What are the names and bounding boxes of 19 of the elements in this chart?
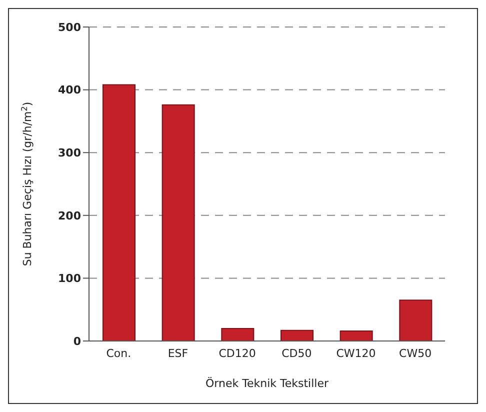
x-tick-label: CD50	[282, 346, 312, 360]
bar	[399, 300, 432, 341]
x-tick-label: CW50	[399, 346, 432, 360]
y-tick-label: 400	[58, 84, 82, 97]
x-tick-label: CD120	[218, 346, 256, 360]
x-tick-label: Con.	[106, 346, 132, 360]
y-tick-label: 500	[58, 20, 82, 34]
y-tick-label: 300	[58, 146, 82, 160]
y-tick-label: 200	[58, 209, 82, 222]
x-tick-label: CW120	[336, 346, 376, 360]
x-tick-label: ESF	[168, 346, 188, 360]
y-tick-label: 0	[73, 334, 82, 348]
bar	[340, 330, 373, 341]
bar	[162, 104, 195, 341]
bar	[280, 330, 314, 341]
bar	[221, 328, 254, 341]
bar	[102, 84, 136, 341]
y-tick-label: 100	[58, 272, 82, 286]
x-axis-title: Örnek Teknik Tekstiller	[206, 376, 329, 390]
